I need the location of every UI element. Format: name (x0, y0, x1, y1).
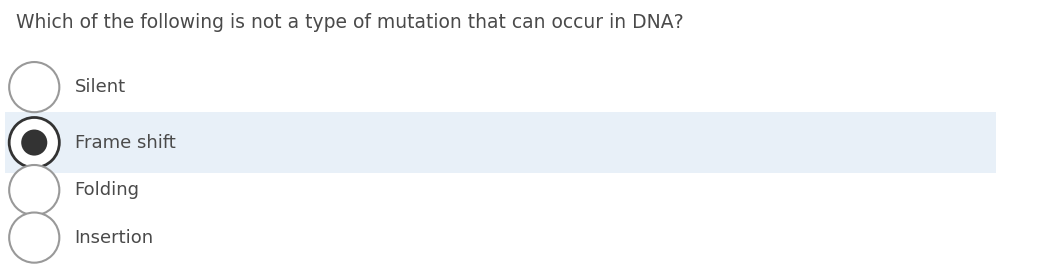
FancyBboxPatch shape (5, 112, 996, 173)
Ellipse shape (9, 213, 59, 263)
Ellipse shape (9, 62, 59, 112)
Ellipse shape (9, 117, 59, 168)
Text: Frame shift: Frame shift (75, 134, 175, 152)
Text: Insertion: Insertion (75, 229, 154, 247)
Ellipse shape (9, 165, 59, 215)
Text: Which of the following is not a type of mutation that can occur in DNA?: Which of the following is not a type of … (16, 13, 683, 32)
Text: Silent: Silent (75, 78, 126, 96)
Ellipse shape (21, 130, 48, 155)
Text: Folding: Folding (75, 181, 140, 199)
